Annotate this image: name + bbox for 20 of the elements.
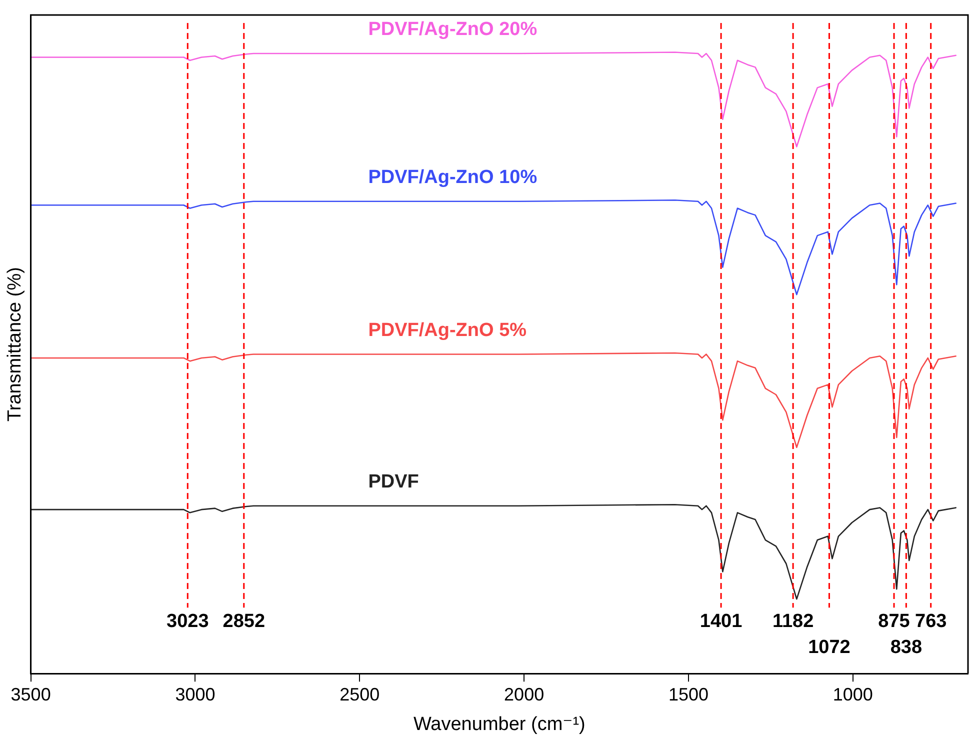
series-label: PDVF/Ag-ZnO 10% bbox=[368, 167, 538, 188]
series-label: PDVF bbox=[368, 472, 419, 493]
ref-line-label: 2852 bbox=[222, 610, 266, 632]
ref-line-label: 875 bbox=[878, 610, 910, 632]
ref-line-label: 3023 bbox=[166, 610, 209, 632]
x-axis-title: Wavenumber (cm⁻¹) bbox=[413, 714, 586, 735]
ref-line-label: 1182 bbox=[772, 610, 814, 632]
ref-line-label: 838 bbox=[890, 636, 922, 658]
x-tick-label: 3000 bbox=[175, 684, 216, 704]
series-label: PDVF/Ag-ZnO 5% bbox=[368, 320, 527, 341]
x-tick-label: 3500 bbox=[10, 684, 51, 704]
series-label: PDVF/Ag-ZnO 20% bbox=[368, 19, 538, 40]
y-axis-title: Transmittance (%) bbox=[4, 267, 26, 422]
ref-line-label: 1072 bbox=[808, 636, 850, 658]
x-tick-label: 1500 bbox=[668, 684, 709, 704]
x-tick-label: 1000 bbox=[832, 684, 873, 704]
ref-line-label: 1401 bbox=[700, 610, 743, 632]
ref-line-label: 763 bbox=[914, 610, 947, 632]
x-tick-label: 2000 bbox=[504, 684, 544, 704]
x-tick-label: 2500 bbox=[340, 684, 380, 704]
